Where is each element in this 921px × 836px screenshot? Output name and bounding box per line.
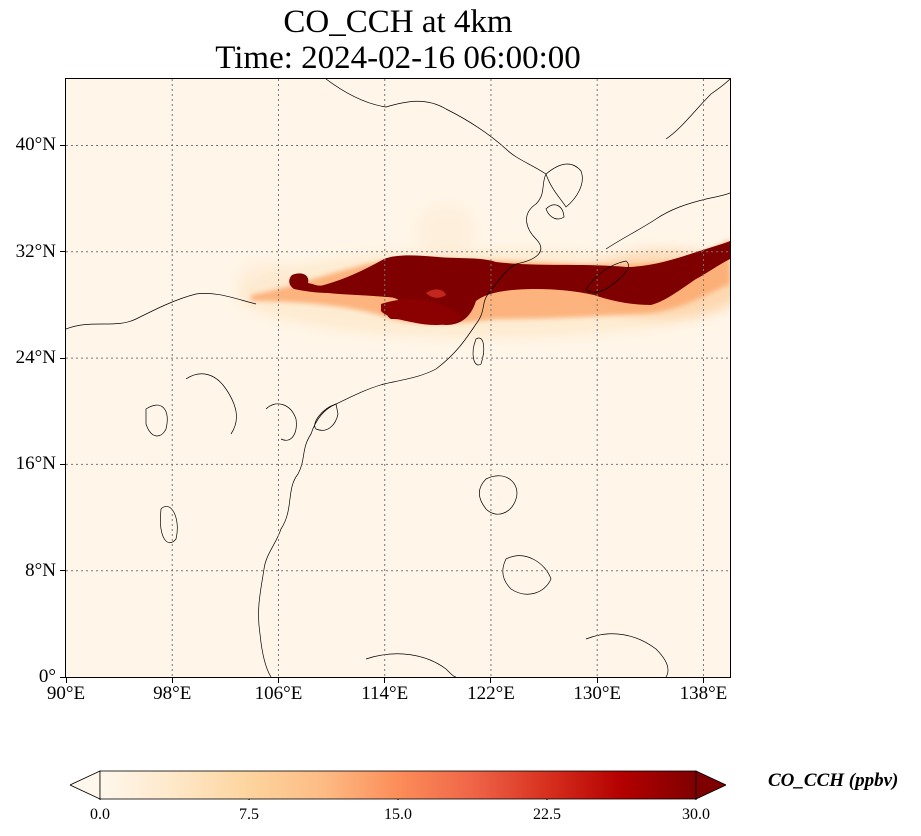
lon-tick-mark-3 [384,678,386,683]
colorbar-gradient [99,770,697,800]
lat-tick-mark-2 [60,463,65,465]
lon-tick-label-5: 130°E [573,683,622,704]
colorbar-tick-label-0: 0.0 [90,806,110,823]
map-background [66,79,730,677]
lat-tick-label-4: 32°N [15,240,56,262]
lon-tick-mark-0 [65,678,67,683]
colorbar [70,770,726,800]
lat-tick-mark-0 [60,676,65,678]
lon-tick-label-2: 106°E [254,683,303,704]
lat-tick-label-5: 40°N [15,134,56,156]
lon-tick-mark-6 [702,678,704,683]
colorbar-label: CO_CCH (ppbv) [768,770,899,791]
lon-tick-mark-2 [277,678,279,683]
lon-tick-label-4: 122°E [467,683,515,704]
lon-tick-label-6: 138°E [679,683,728,704]
lat-tick-mark-5 [60,144,65,146]
coastlines [66,79,730,677]
lat-tick-label-1: 8°N [25,559,56,581]
lon-tick-label-0: 90°E [46,683,86,704]
lat-tick-label-2: 16°N [15,453,56,475]
colorbar-tick-label-3: 22.5 [533,806,561,823]
colorbar-min-extend [70,770,101,800]
lon-tick-mark-5 [596,678,598,683]
map-title: CO_CCH at 4km [283,4,513,40]
colorbar-tick-label-2: 15.0 [384,806,412,823]
colorbar-tick-label-4: 30.0 [682,806,710,823]
map-canvas [66,79,730,677]
colorbar-max-extend [695,770,726,800]
plume-core [289,241,730,325]
colorbar-tick-label-1: 7.5 [239,806,259,823]
map-panel[interactable] [65,78,731,678]
lon-tick-mark-4 [490,678,492,683]
lat-tick-label-3: 24°N [15,347,56,369]
map-subtitle-time: Time: 2024-02-16 06:00:00 [215,40,581,76]
lat-tick-mark-4 [60,251,65,253]
lat-tick-label-0: 0° [38,666,56,687]
gridlines [66,79,730,677]
lat-tick-mark-1 [60,570,65,572]
lat-tick-mark-3 [60,357,65,359]
lon-tick-label-1: 98°E [153,683,192,704]
lon-tick-mark-1 [171,678,173,683]
colorbar-ticks [99,799,697,800]
lon-tick-label-3: 114°E [361,683,409,704]
